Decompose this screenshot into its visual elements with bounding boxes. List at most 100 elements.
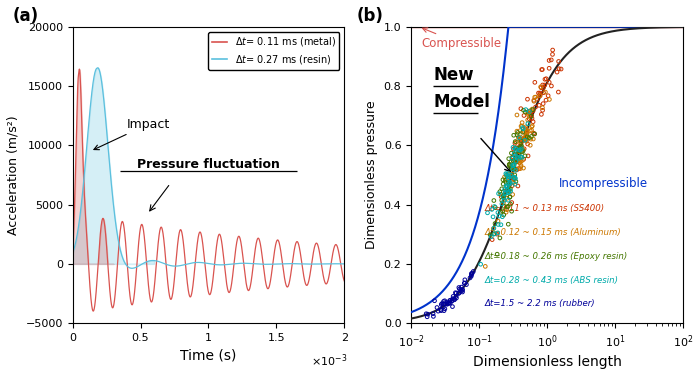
Point bbox=[509, 172, 520, 178]
Point bbox=[489, 197, 500, 203]
Point bbox=[515, 147, 526, 153]
Point bbox=[512, 154, 523, 160]
Point bbox=[530, 104, 541, 110]
Point bbox=[508, 132, 519, 138]
Point bbox=[514, 160, 525, 166]
Point bbox=[524, 116, 535, 122]
Point bbox=[507, 166, 518, 172]
Point bbox=[428, 311, 439, 317]
Point bbox=[422, 311, 433, 317]
Point bbox=[438, 308, 449, 314]
Point bbox=[539, 82, 550, 88]
Point bbox=[468, 268, 479, 274]
Point bbox=[514, 158, 525, 164]
Point bbox=[507, 183, 518, 189]
Point bbox=[543, 58, 554, 64]
Point bbox=[513, 151, 524, 157]
Point bbox=[515, 123, 526, 129]
Point bbox=[494, 189, 505, 195]
Point bbox=[537, 82, 548, 88]
Point bbox=[453, 285, 464, 291]
Point bbox=[507, 155, 518, 161]
Point bbox=[446, 298, 457, 304]
Point bbox=[538, 101, 549, 107]
Point bbox=[505, 201, 516, 207]
Point bbox=[500, 209, 512, 215]
Point bbox=[526, 123, 538, 129]
Point bbox=[513, 146, 524, 152]
Point bbox=[505, 179, 516, 185]
Point bbox=[429, 298, 440, 304]
Point bbox=[500, 179, 512, 185]
Point bbox=[510, 153, 521, 159]
Point bbox=[503, 180, 514, 186]
Point bbox=[526, 127, 537, 133]
Point bbox=[497, 214, 508, 220]
Text: New: New bbox=[433, 66, 474, 84]
Point bbox=[451, 293, 462, 299]
Point bbox=[506, 171, 517, 177]
Point bbox=[518, 165, 529, 171]
Point bbox=[475, 261, 486, 267]
Point bbox=[517, 123, 528, 129]
Point bbox=[504, 161, 515, 167]
Point bbox=[456, 284, 467, 290]
Point bbox=[510, 146, 521, 152]
Point bbox=[503, 176, 514, 182]
Point bbox=[421, 314, 433, 320]
Point bbox=[519, 153, 531, 159]
Point bbox=[451, 295, 462, 301]
Point bbox=[498, 194, 509, 200]
Point bbox=[518, 156, 529, 162]
Point bbox=[515, 138, 526, 144]
Point bbox=[484, 232, 496, 238]
Point bbox=[525, 128, 536, 134]
Point bbox=[528, 130, 539, 136]
Point bbox=[508, 174, 519, 180]
Point bbox=[512, 134, 524, 140]
Point bbox=[516, 143, 527, 149]
Point bbox=[513, 147, 524, 153]
Point bbox=[525, 142, 536, 148]
Point bbox=[433, 308, 444, 314]
Point bbox=[554, 66, 565, 72]
Point bbox=[492, 209, 503, 215]
Point bbox=[538, 89, 549, 96]
Point bbox=[509, 166, 520, 172]
Point bbox=[508, 158, 519, 164]
Point bbox=[506, 150, 517, 156]
Point bbox=[467, 270, 478, 276]
Point bbox=[505, 194, 516, 200]
Point bbox=[517, 149, 528, 155]
Point bbox=[488, 231, 499, 237]
Point bbox=[457, 287, 468, 293]
Point bbox=[537, 67, 548, 73]
Point bbox=[535, 84, 546, 90]
Point bbox=[540, 89, 551, 95]
Point bbox=[447, 293, 458, 299]
Point bbox=[538, 84, 549, 90]
Point bbox=[436, 300, 447, 306]
Point bbox=[510, 156, 521, 162]
Point bbox=[530, 94, 541, 100]
Text: Impact: Impact bbox=[94, 118, 170, 150]
Point bbox=[540, 97, 552, 103]
Point bbox=[526, 113, 537, 119]
Point bbox=[502, 195, 513, 201]
Point bbox=[524, 111, 536, 117]
Point bbox=[523, 112, 534, 118]
Point bbox=[451, 290, 462, 296]
Point bbox=[514, 136, 526, 142]
Point bbox=[486, 234, 497, 240]
Point bbox=[515, 139, 526, 145]
Point bbox=[501, 176, 512, 182]
Point bbox=[431, 305, 442, 311]
Point bbox=[503, 171, 514, 177]
Point bbox=[524, 109, 535, 115]
Point bbox=[482, 210, 493, 216]
Point bbox=[515, 164, 526, 170]
Point bbox=[505, 186, 516, 192]
Text: Incompressible: Incompressible bbox=[559, 177, 648, 190]
Point bbox=[515, 140, 526, 146]
Point bbox=[526, 106, 538, 112]
